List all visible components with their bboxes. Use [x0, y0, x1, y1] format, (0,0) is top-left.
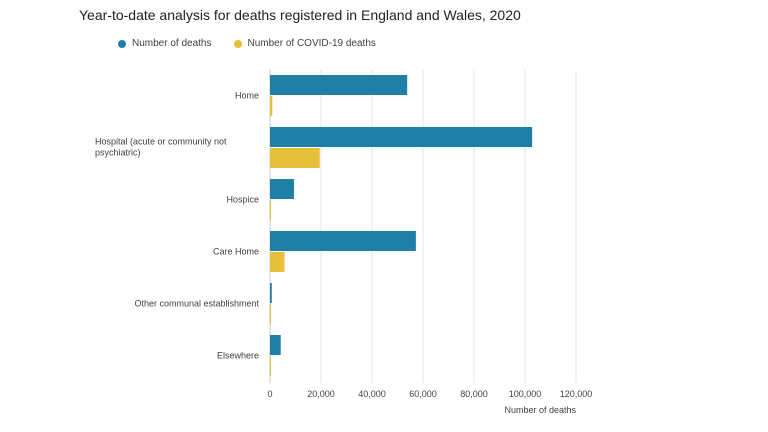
- legend-item-deaths[interactable]: Number of deaths: [118, 38, 212, 49]
- legend-swatch-deaths: [118, 39, 126, 48]
- x-tick-label: 100,000: [509, 389, 542, 399]
- bar-covid-deaths-2[interactable]: [270, 200, 271, 220]
- bar-covid-deaths-5[interactable]: [270, 356, 271, 376]
- category-label: Home: [235, 91, 259, 101]
- bar-covid-deaths-3[interactable]: [270, 252, 285, 272]
- x-tick-label: 0: [267, 389, 272, 399]
- bar-deaths-4[interactable]: [270, 283, 272, 303]
- bar-covid-deaths-1[interactable]: [270, 148, 320, 168]
- legend-label-covid-deaths: Number of COVID-19 deaths: [247, 38, 376, 49]
- chart-title: Year-to-date analysis for deaths registe…: [79, 7, 521, 23]
- category-label: Care Home: [213, 247, 259, 257]
- bar-deaths-0[interactable]: [270, 75, 408, 95]
- legend-label-deaths: Number of deaths: [132, 38, 212, 49]
- category-label: Hospital (acute or community not: [95, 137, 227, 147]
- bar-deaths-2[interactable]: [270, 179, 294, 199]
- x-axis-title: Number of deaths: [504, 405, 576, 415]
- bar-covid-deaths-4[interactable]: [270, 304, 271, 324]
- bar-deaths-1[interactable]: [270, 127, 533, 147]
- x-tick-label: 120,000: [560, 389, 593, 399]
- bar-deaths-3[interactable]: [270, 231, 416, 251]
- category-label: Elsewhere: [217, 351, 259, 361]
- x-tick-label: 80,000: [460, 389, 488, 399]
- category-label: Hospice: [226, 195, 259, 205]
- legend-swatch-covid-deaths: [233, 39, 242, 48]
- x-tick-label: 60,000: [409, 389, 437, 399]
- bar-deaths-5[interactable]: [270, 335, 281, 355]
- chart-legend: Number of deaths Number of COVID-19 deat…: [118, 38, 376, 49]
- category-label: Other communal establishment: [134, 299, 259, 309]
- x-tick-label: 20,000: [307, 389, 335, 399]
- x-tick-label: 40,000: [358, 389, 386, 399]
- legend-item-covid-deaths[interactable]: Number of COVID-19 deaths: [233, 38, 376, 49]
- category-label: psychiatric): [95, 148, 141, 158]
- bar-covid-deaths-0[interactable]: [270, 96, 273, 116]
